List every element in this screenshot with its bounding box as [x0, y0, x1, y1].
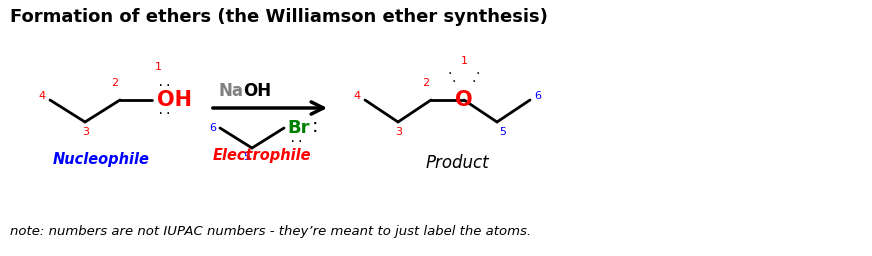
Text: ·: ·	[472, 75, 476, 89]
Text: 2: 2	[422, 78, 429, 88]
Text: ··: ··	[156, 108, 172, 121]
Text: Nucleophile: Nucleophile	[52, 152, 149, 167]
Text: 5: 5	[499, 127, 506, 137]
Text: 3: 3	[396, 127, 403, 137]
Text: 1: 1	[460, 56, 467, 66]
Text: O: O	[455, 90, 473, 110]
Text: Electrophile: Electrophile	[213, 148, 311, 163]
Text: Na: Na	[218, 82, 243, 100]
Text: 6: 6	[534, 91, 541, 101]
Text: OH: OH	[243, 82, 271, 100]
Text: 5: 5	[243, 152, 250, 162]
Text: 4: 4	[39, 91, 46, 101]
Text: Formation of ethers (the Williamson ether synthesis): Formation of ethers (the Williamson ethe…	[10, 8, 548, 26]
Text: ·: ·	[476, 67, 480, 81]
Text: ··: ··	[289, 135, 303, 148]
Text: OH: OH	[157, 90, 192, 110]
Text: ·: ·	[452, 75, 456, 89]
Text: :: :	[312, 118, 318, 136]
Text: 4: 4	[354, 91, 361, 101]
Text: 6: 6	[209, 123, 216, 133]
Text: ··: ··	[156, 80, 172, 92]
Text: 3: 3	[83, 127, 90, 137]
Text: 1: 1	[154, 62, 161, 72]
Text: Product: Product	[426, 154, 489, 172]
Text: ·: ·	[448, 67, 453, 81]
Text: note: numbers are not IUPAC numbers - they’re meant to just label the atoms.: note: numbers are not IUPAC numbers - th…	[10, 225, 531, 238]
Text: 2: 2	[111, 78, 118, 88]
Text: Br: Br	[287, 119, 310, 137]
